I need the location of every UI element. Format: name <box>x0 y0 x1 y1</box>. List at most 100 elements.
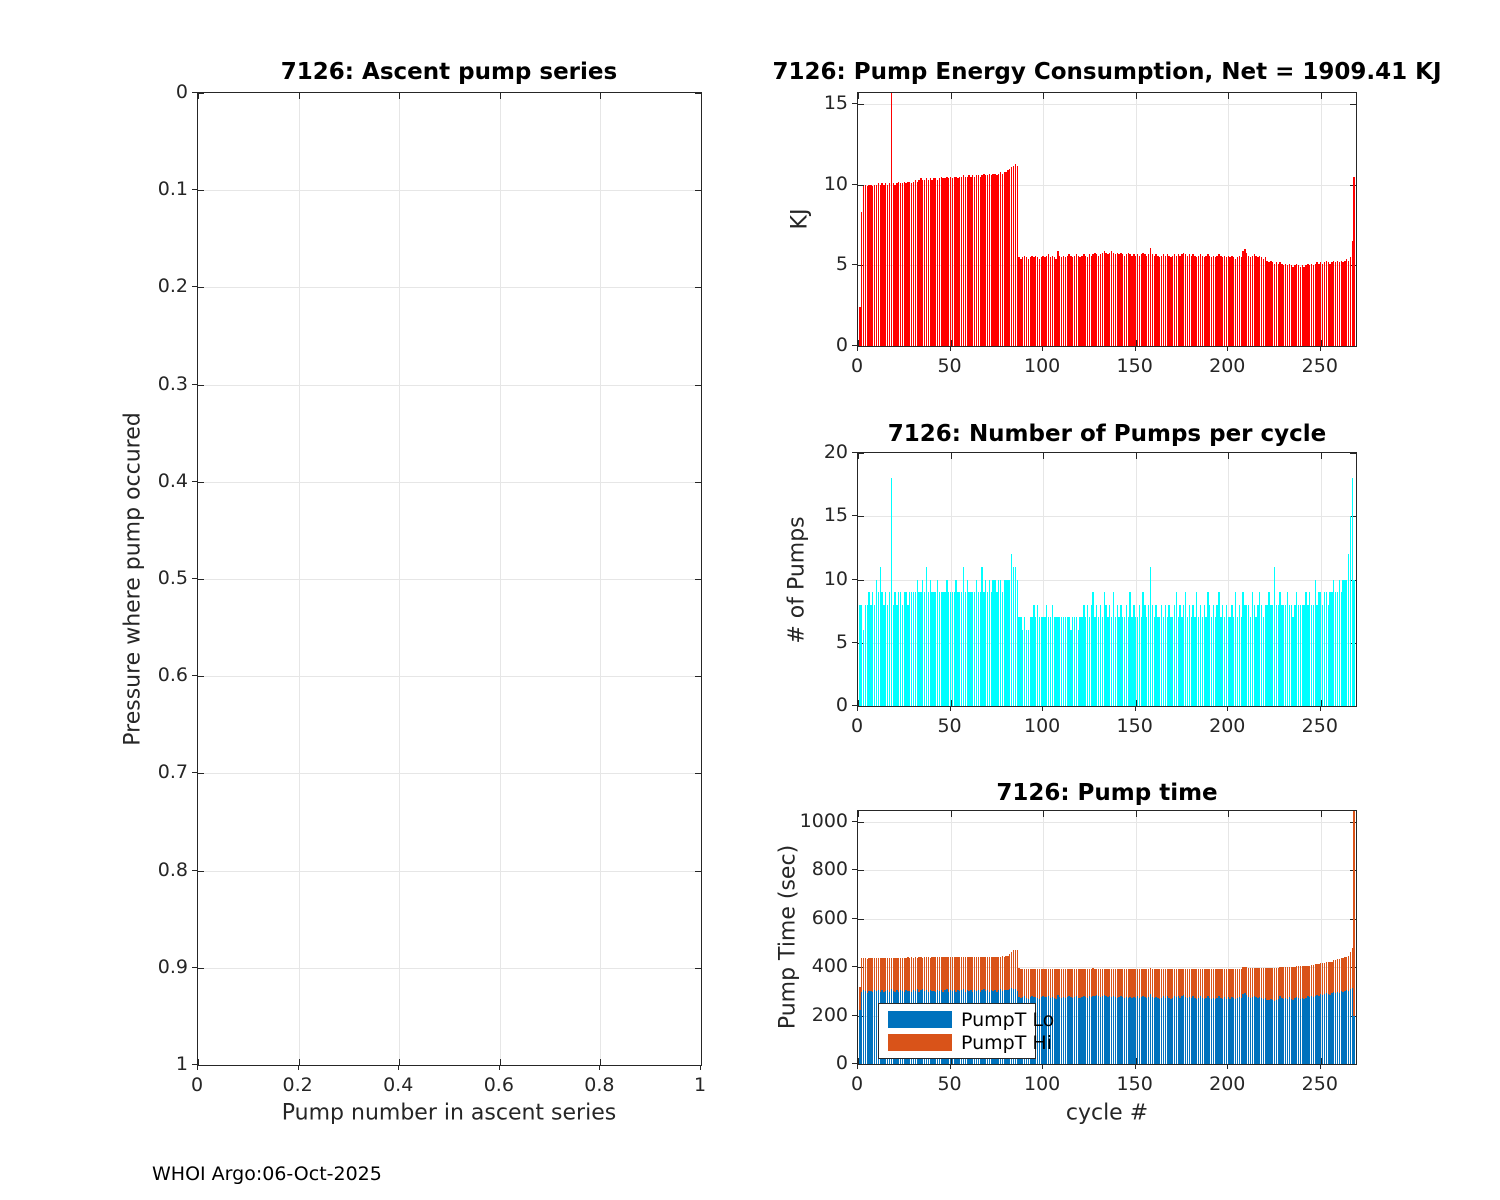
bar-pumpt-hi <box>1022 969 1024 998</box>
bar-pumpt-lo <box>1320 994 1322 1064</box>
tick <box>852 345 857 346</box>
bar <box>1275 604 1278 706</box>
bar <box>1347 554 1350 706</box>
bar <box>1303 604 1305 706</box>
bar-pumpt-lo <box>1066 996 1068 1064</box>
tick <box>192 869 197 871</box>
bar-pumpt-hi <box>979 957 981 992</box>
bar-pumpt-lo <box>1284 997 1287 1064</box>
bar <box>1146 255 1148 346</box>
bar <box>885 183 887 346</box>
bar <box>1270 604 1272 706</box>
bar-pumpt-hi <box>1153 968 1155 998</box>
tick <box>858 93 859 99</box>
bar-pumpt-hi <box>1066 969 1068 997</box>
bar <box>879 566 881 706</box>
bar <box>948 592 950 706</box>
bar <box>1290 265 1292 346</box>
bar-pumpt-hi <box>949 957 952 991</box>
tick-label: 50 <box>937 715 962 737</box>
bar-pumpt-hi <box>966 957 968 991</box>
bar <box>1314 263 1316 346</box>
tick <box>858 811 859 817</box>
tick <box>198 1059 199 1065</box>
bar <box>1127 617 1129 706</box>
tick <box>198 1065 204 1066</box>
bar <box>894 184 896 346</box>
bar <box>1083 604 1085 706</box>
bar <box>1018 257 1020 346</box>
bar-pumpt-hi <box>1001 956 1004 992</box>
bar-pumpt-lo <box>1155 996 1157 1064</box>
tick-label: 600 <box>811 906 848 929</box>
bar <box>992 579 994 706</box>
bar-pumpt-hi <box>1205 968 1207 998</box>
gridline <box>1043 811 1045 1064</box>
bar <box>968 592 970 706</box>
axes-energy <box>857 92 1357 347</box>
bar <box>1049 617 1052 706</box>
bar-pumpt-lo <box>1347 990 1350 1064</box>
bar-pumpt-hi <box>1188 968 1191 997</box>
bar-pumpt-lo <box>1098 996 1100 1064</box>
bar <box>1283 604 1285 706</box>
bar <box>1266 260 1268 346</box>
bar <box>1110 617 1113 706</box>
bar-pumpt-hi <box>1257 967 1259 999</box>
tick <box>1319 1065 1321 1069</box>
tick <box>1350 104 1356 106</box>
bar <box>1253 254 1255 346</box>
bar <box>1227 617 1229 706</box>
bar-pumpt-lo <box>1164 997 1166 1064</box>
tick <box>852 1063 857 1064</box>
tick <box>198 870 204 872</box>
bar-pumpt-hi <box>1070 969 1072 998</box>
bar <box>1327 604 1329 706</box>
bar <box>1057 250 1059 346</box>
bar-pumpt-hi <box>1135 968 1137 998</box>
bar-pumpt-hi <box>961 957 963 990</box>
bar-pumpt-hi <box>1331 961 1333 994</box>
tick-label: 0 <box>850 1073 864 1095</box>
bar-pumpt-hi <box>944 957 946 991</box>
bar-pumpt-lo <box>1249 998 1252 1064</box>
bar <box>981 566 983 706</box>
tick <box>695 481 701 483</box>
bar-pumpt-hi <box>1160 968 1163 998</box>
bar-pumpt-hi <box>1103 968 1105 996</box>
bar <box>1031 617 1033 706</box>
bar <box>892 604 894 706</box>
bar-pumpt-lo <box>1316 994 1318 1064</box>
bar <box>961 592 963 706</box>
bar-pumpt-hi <box>1049 969 1052 998</box>
bar <box>1346 579 1348 706</box>
bar <box>994 173 996 346</box>
bar <box>966 579 968 706</box>
bar-pumpt-lo <box>861 991 863 1064</box>
tick <box>858 453 859 459</box>
bar <box>1238 255 1241 346</box>
bar <box>1025 257 1028 346</box>
bar <box>1314 579 1316 706</box>
bar <box>1251 255 1253 346</box>
bar-pumpt-lo <box>1199 996 1202 1064</box>
bar-pumpt-lo <box>868 990 870 1064</box>
tick-label: 0.7 <box>157 761 188 784</box>
bar-pumpt-lo <box>1053 998 1055 1064</box>
bar <box>936 579 939 706</box>
bar-pumpt-hi <box>1294 966 1296 999</box>
tick <box>198 93 199 99</box>
bar <box>1072 617 1074 706</box>
bar-pumpt-hi <box>1016 949 1018 992</box>
bar-pumpt-hi <box>1157 968 1159 999</box>
bar <box>1068 617 1070 706</box>
bar-pumpt-hi <box>946 957 948 990</box>
bar-pumpt-hi <box>1170 968 1172 999</box>
bar <box>1107 254 1109 346</box>
bar <box>1347 260 1350 346</box>
bar-pumpt-lo <box>1160 997 1163 1064</box>
bar <box>999 171 1002 346</box>
bar <box>1098 255 1100 346</box>
bar-pumpt-lo <box>1212 997 1215 1064</box>
bar <box>935 178 937 346</box>
